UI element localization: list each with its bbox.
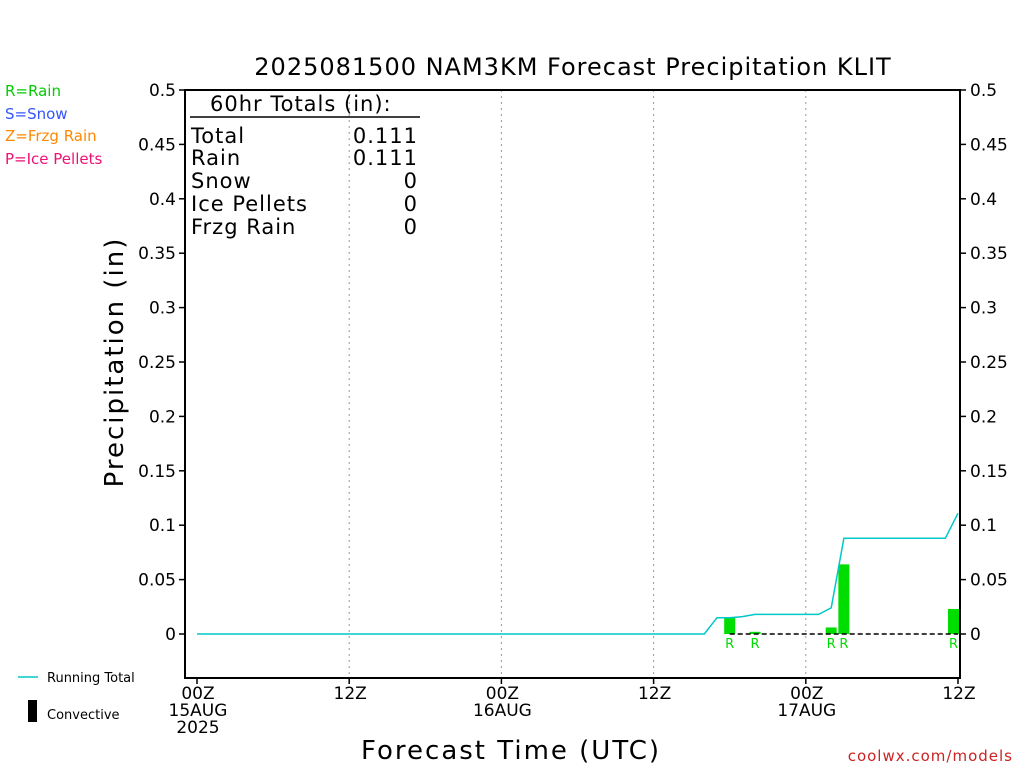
x-tick-label: 00Z	[181, 684, 214, 704]
x-tick-date-label: 2025	[176, 718, 219, 738]
x-axis-label: Forecast Time (UTC)	[361, 736, 661, 766]
y-tick-label: 0.3	[149, 299, 176, 319]
y-tick-label-right: 0.2	[970, 407, 997, 427]
precip-bars	[724, 564, 959, 634]
legend-frzg-rain: Z=Frzg Rain	[5, 127, 97, 145]
totals-label-ice-pellets: Ice Pellets	[191, 192, 308, 216]
y-tick-label: 0.25	[138, 353, 176, 373]
running-total-line	[197, 512, 959, 635]
x-tick-label: 12Z	[638, 684, 671, 704]
totals-value-ice-pellets: 0	[404, 192, 418, 216]
x-tick-date-label: 15AUG	[169, 701, 228, 721]
y-tick-label-right: 0.5	[970, 81, 997, 101]
y-tick-label: 0.4	[149, 190, 176, 210]
y-tick-label: 0.05	[138, 571, 176, 591]
y-tick-label-right: 0.05	[970, 571, 1008, 591]
y-tick-label-right: 0.35	[970, 244, 1008, 264]
precip-bar	[825, 627, 837, 634]
precip-type-label: R	[827, 637, 836, 652]
totals-value-frzg-rain: 0	[404, 215, 418, 239]
legend-rain: R=Rain	[5, 82, 61, 100]
legend-ice-pellets: P=Ice Pellets	[5, 150, 102, 168]
y-axis-left: 0 0.05 0.1 0.15 0.2 0.25 0.3 0.35 0.4 0.45 0.5	[138, 81, 185, 645]
totals-label-snow: Snow	[191, 169, 252, 193]
precip-bar	[749, 631, 761, 634]
x-tick-label: 12Z	[334, 684, 367, 704]
running-total-legend-label: Running Total	[47, 671, 135, 686]
totals-value-total: 0.111	[353, 124, 418, 148]
precip-bar	[724, 617, 736, 634]
legend-snow: S=Snow	[5, 105, 68, 123]
series-legend: Running Total Convective	[18, 671, 135, 723]
precip-bar	[838, 564, 850, 634]
y-tick-label-right: 0.45	[970, 135, 1008, 155]
precip-bar	[948, 608, 959, 634]
precip-type-label: R	[949, 637, 958, 652]
y-tick-label: 0.15	[138, 462, 176, 482]
credit-text: coolwx.com/models	[848, 747, 1013, 765]
x-tick-date-label: 16AUG	[473, 701, 532, 721]
precip-type-label: R	[725, 637, 734, 652]
convective-legend-label: Convective	[47, 708, 120, 723]
totals-label-total: Total	[190, 124, 245, 148]
totals-header: 60hr Totals (in):	[210, 92, 392, 116]
y-tick-label-right: 0.3	[970, 299, 997, 319]
x-tick-date-label: 17AUG	[777, 701, 836, 721]
convective-legend-swatch	[28, 700, 37, 722]
totals-label-frzg-rain: Frzg Rain	[191, 215, 296, 239]
running-total-series	[197, 512, 959, 635]
totals-value-snow: 0	[404, 169, 418, 193]
y-tick-label-right: 0	[970, 625, 981, 645]
plot-frame	[184, 89, 961, 679]
y-tick-label: 0.35	[138, 244, 176, 264]
y-tick-label: 0.45	[138, 135, 176, 155]
totals-label-rain: Rain	[191, 146, 241, 170]
y-axis-label: Precipitation (in)	[100, 237, 130, 488]
y-tick-label-right: 0.1	[970, 516, 997, 536]
y-tick-label-right: 0.4	[970, 190, 997, 210]
y-axis-right: 0 0.05 0.1 0.15 0.2 0.25 0.3 0.35 0.4 0.45 0.5	[960, 81, 1008, 645]
y-tick-label: 0.1	[149, 516, 176, 536]
precip-type-label: R	[839, 637, 848, 652]
chart-title: 2025081500 NAM3KM Forecast Precipitation…	[254, 53, 891, 81]
x-tick-label: 00Z	[790, 684, 823, 704]
y-tick-label: 0	[165, 625, 176, 645]
precip-type-legend: R=Rain S=Snow Z=Frzg Rain P=Ice Pellets	[5, 82, 102, 168]
y-tick-label-right: 0.15	[970, 462, 1008, 482]
totals-box: 60hr Totals (in): Total 0.111 Rain 0.111…	[190, 92, 420, 239]
x-tick-label: 00Z	[486, 684, 519, 704]
precip-type-label: R	[751, 637, 760, 652]
x-tick-label: 12Z	[942, 684, 975, 704]
gridlines	[348, 90, 807, 678]
totals-value-rain: 0.111	[353, 146, 418, 170]
y-tick-label: 0.5	[149, 81, 176, 101]
y-tick-label-right: 0.25	[970, 353, 1008, 373]
y-tick-label: 0.2	[149, 407, 176, 427]
